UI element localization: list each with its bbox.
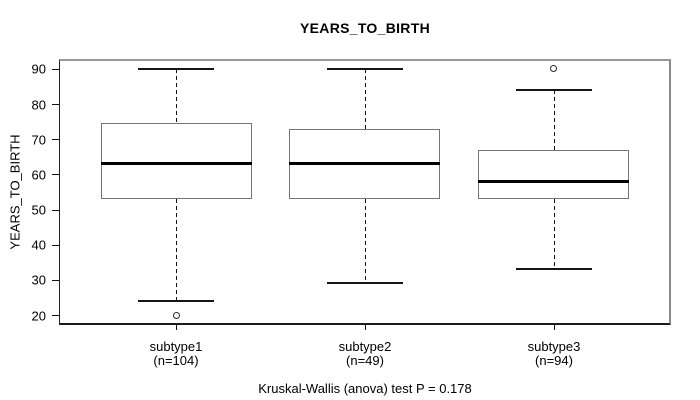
y-tick-label: 60 — [31, 167, 46, 183]
y-tick — [52, 174, 59, 175]
upper-whisker-cap — [327, 68, 403, 70]
outlier-point — [550, 65, 557, 72]
lower-whisker — [554, 199, 555, 269]
group-label: subtype3 (n=94) — [474, 340, 634, 368]
group-name: subtype2 — [338, 339, 392, 354]
lower-whisker — [365, 199, 366, 283]
y-tick-label: 80 — [31, 97, 46, 113]
y-axis-label: YEARS_TO_BIRTH — [7, 134, 23, 250]
median-line — [101, 162, 252, 165]
lower-whisker — [176, 199, 177, 301]
y-tick-label: 90 — [31, 61, 46, 77]
group-count: (n=104) — [153, 353, 199, 368]
x-tick — [176, 325, 177, 330]
y-tick-label: 30 — [31, 272, 46, 288]
y-tick-label: 50 — [31, 202, 46, 218]
median-line — [478, 180, 629, 183]
x-tick — [365, 325, 366, 330]
upper-whisker-cap — [138, 68, 214, 70]
stat-test-caption: Kruskal-Wallis (anova) test P = 0.178 — [258, 381, 472, 396]
box — [101, 123, 252, 199]
upper-whisker — [176, 69, 177, 124]
lower-whisker-cap — [327, 282, 403, 284]
group-count: (n=49) — [346, 353, 384, 368]
median-line — [289, 162, 440, 165]
upper-whisker — [554, 90, 555, 150]
y-tick-label: 20 — [31, 308, 46, 324]
outlier-point — [173, 312, 180, 319]
chart-title: YEARS_TO_BIRTH — [300, 20, 430, 36]
x-tick — [554, 325, 555, 330]
y-tick — [52, 210, 59, 211]
group-count: (n=94) — [535, 353, 573, 368]
group-label: subtype2 (n=49) — [285, 340, 445, 368]
y-tick — [52, 139, 59, 140]
y-tick — [52, 245, 59, 246]
lower-whisker-cap — [516, 268, 592, 270]
upper-whisker-cap — [516, 89, 592, 91]
group-name: subtype3 — [527, 339, 581, 354]
group-name: subtype1 — [149, 339, 203, 354]
y-tick — [52, 315, 59, 316]
y-tick — [52, 69, 59, 70]
y-tick-label: 40 — [31, 237, 46, 253]
upper-whisker — [365, 69, 366, 129]
y-tick — [52, 280, 59, 281]
group-label: subtype1 (n=104) — [96, 340, 256, 368]
box — [478, 150, 629, 199]
lower-whisker-cap — [138, 300, 214, 302]
y-tick — [52, 104, 59, 105]
y-tick-label: 70 — [31, 132, 46, 148]
